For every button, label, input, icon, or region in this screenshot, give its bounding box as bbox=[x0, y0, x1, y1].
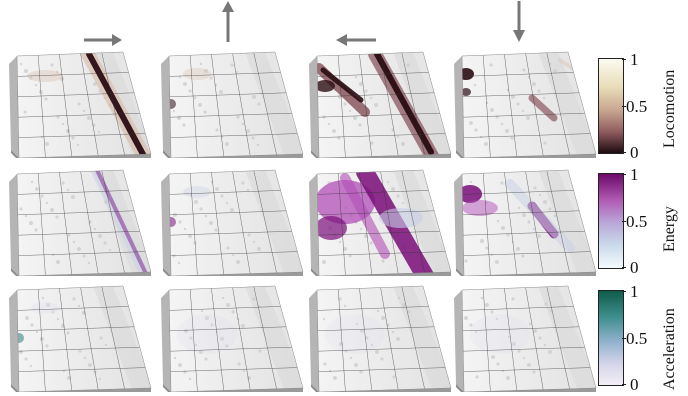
left-arrow bbox=[334, 32, 378, 53]
tick-mark bbox=[622, 267, 626, 268]
tick-mark bbox=[622, 106, 626, 107]
tick-label: 0.5 bbox=[626, 329, 648, 348]
tick-mark bbox=[622, 384, 626, 385]
tick-label: 0 bbox=[630, 375, 639, 394]
tick-mark bbox=[622, 59, 626, 60]
locomotion-label: Locomotion bbox=[661, 69, 678, 148]
energy-label: Energy bbox=[661, 206, 678, 252]
colorbar-acceleration bbox=[598, 290, 624, 386]
colorbar-energy bbox=[598, 173, 624, 269]
terrain-tile bbox=[157, 274, 307, 392]
terrain-tile bbox=[5, 40, 155, 158]
terrain-tile bbox=[450, 40, 600, 158]
tick-mark bbox=[622, 291, 626, 292]
terrain-tile bbox=[305, 40, 455, 158]
terrain-tile bbox=[305, 158, 455, 276]
tick-mark bbox=[622, 338, 626, 339]
tick-label: 0 bbox=[630, 258, 639, 277]
tick-label: 0 bbox=[630, 143, 639, 162]
tick-label: 0.5 bbox=[626, 97, 648, 116]
terrain-tile bbox=[5, 158, 155, 276]
terrain-tile bbox=[450, 274, 600, 392]
tick-label: 1 bbox=[630, 50, 639, 69]
acceleration-label: Acceleration bbox=[661, 308, 678, 390]
tick-label: 1 bbox=[630, 282, 639, 301]
tick-mark bbox=[622, 152, 626, 153]
tick-label: 1 bbox=[630, 165, 639, 184]
terrain-tile bbox=[305, 274, 455, 392]
tick-mark bbox=[622, 221, 626, 222]
right-arrow bbox=[82, 32, 124, 53]
terrain-tile bbox=[157, 40, 307, 158]
terrain-tile bbox=[5, 274, 155, 392]
down-arrow bbox=[511, 0, 527, 49]
up-arrow bbox=[220, 0, 236, 49]
colorbar-locomotion bbox=[598, 58, 624, 154]
terrain-tile bbox=[157, 158, 307, 276]
terrain-tile bbox=[450, 158, 600, 276]
tick-label: 0.5 bbox=[626, 212, 648, 231]
tick-mark bbox=[622, 174, 626, 175]
